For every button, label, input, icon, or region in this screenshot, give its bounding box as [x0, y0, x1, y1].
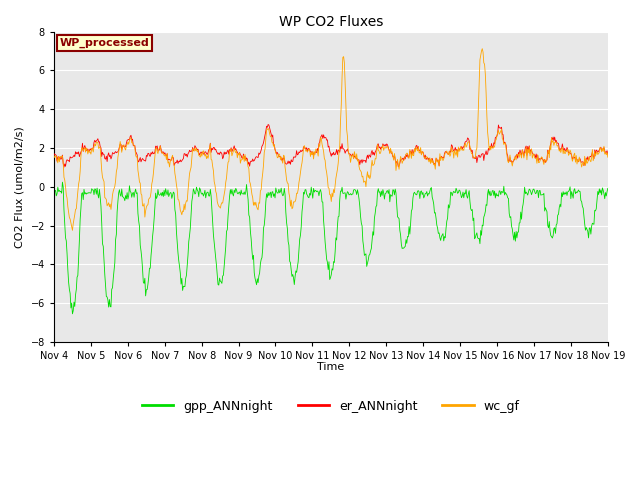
Text: WP_processed: WP_processed — [60, 38, 149, 48]
X-axis label: Time: Time — [317, 362, 344, 372]
Legend: gpp_ANNnight, er_ANNnight, wc_gf: gpp_ANNnight, er_ANNnight, wc_gf — [137, 395, 525, 418]
Title: WP CO2 Fluxes: WP CO2 Fluxes — [278, 15, 383, 29]
Y-axis label: CO2 Flux (umol/m2/s): CO2 Flux (umol/m2/s) — [15, 126, 25, 248]
